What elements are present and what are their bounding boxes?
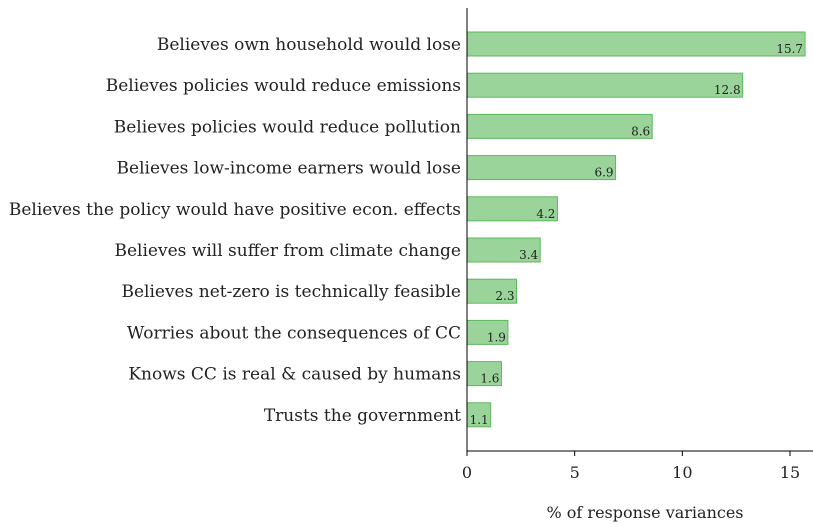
- bar-5: [466, 237, 541, 263]
- x-tick-label: 0: [462, 463, 472, 482]
- category-labels: Believes own household would lose Believe…: [9, 35, 461, 426]
- bar-2: [466, 113, 653, 139]
- bar-1: [466, 72, 744, 98]
- category-label: Believes policies would reduce emissions: [106, 76, 461, 96]
- data-label: 2.3: [495, 289, 514, 303]
- bar-7: [466, 319, 509, 345]
- bar-0: [466, 31, 806, 57]
- category-label: Knows CC is real & caused by humans: [128, 365, 461, 385]
- bar-8: [466, 361, 502, 387]
- category-label: Believes will suffer from climate change: [114, 241, 461, 261]
- data-label: 8.6: [631, 124, 650, 138]
- data-label: 6.9: [594, 166, 613, 180]
- category-label: Believes net-zero is technically feasibl…: [121, 282, 461, 302]
- bar-6: [466, 278, 518, 304]
- x-axis-title: % of response variances: [546, 503, 743, 522]
- category-label: Believes policies would reduce pollution: [114, 117, 461, 137]
- x-tick-label: 10: [672, 463, 692, 482]
- category-label: Believes the policy would have positive …: [9, 200, 461, 220]
- data-label: 1.1: [470, 413, 489, 427]
- x-tick-label: 15: [780, 463, 800, 482]
- data-label: 12.8: [714, 83, 741, 97]
- x-tick-label: 5: [570, 463, 580, 482]
- x-ticks: 0 5 10 15: [462, 451, 800, 482]
- bar-3: [466, 155, 617, 181]
- data-label: 3.4: [519, 248, 538, 262]
- category-label: Believes own household would lose: [157, 35, 461, 55]
- category-label: Trusts the government: [264, 406, 461, 426]
- bars-group: [466, 31, 806, 428]
- data-label: 15.7: [776, 42, 803, 56]
- data-label: 1.9: [487, 330, 506, 344]
- category-label: Worries about the consequences of CC: [127, 323, 461, 343]
- data-label: 1.6: [480, 372, 499, 386]
- value-labels: 15.7 12.8 8.6 6.9 4.2 3.4 2.3 1.9 1.6 1.1: [470, 42, 803, 427]
- category-label: Believes low-income earners would lose: [117, 159, 461, 179]
- data-label: 4.2: [536, 207, 555, 221]
